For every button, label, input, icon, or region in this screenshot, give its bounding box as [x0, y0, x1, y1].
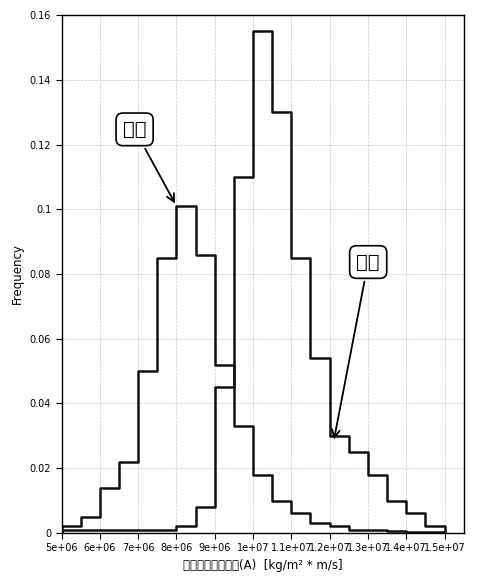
- Text: 泥岩: 泥岩: [123, 120, 174, 202]
- Text: 砂岩: 砂岩: [332, 252, 380, 438]
- Y-axis label: Frequency: Frequency: [11, 244, 24, 304]
- X-axis label: 测井原始波波阻抗(A)  [kg/m² * m/s]: 测井原始波波阻抗(A) [kg/m² * m/s]: [183, 559, 342, 572]
